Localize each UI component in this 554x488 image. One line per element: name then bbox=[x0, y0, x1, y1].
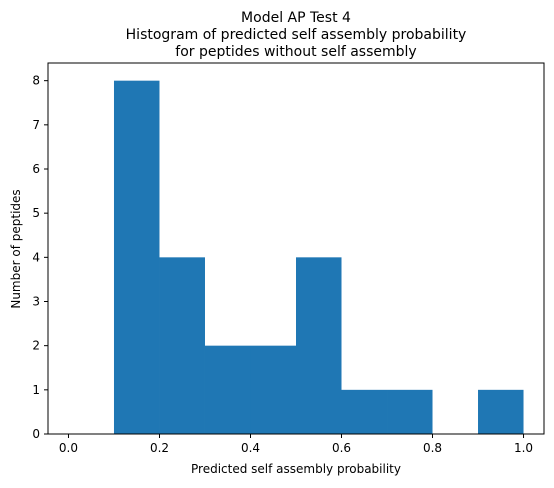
histogram-bar bbox=[204, 345, 251, 434]
chart-title-line: Model AP Test 4 bbox=[241, 10, 351, 26]
x-axis-ticks: 0.0 0.2 0.4 0.6 0.8 1.0 bbox=[59, 434, 533, 455]
bars-group bbox=[113, 80, 524, 435]
x-tick-label: 0.2 bbox=[150, 441, 169, 455]
y-tick-label: 5 bbox=[32, 206, 40, 220]
y-tick-label: 2 bbox=[32, 339, 40, 353]
x-tick-label: 0.8 bbox=[423, 441, 442, 455]
y-tick-label: 0 bbox=[32, 427, 40, 441]
y-tick-label: 3 bbox=[32, 295, 40, 309]
y-tick-label: 4 bbox=[32, 250, 40, 264]
chart-title-line: Histogram of predicted self assembly pro… bbox=[126, 27, 467, 43]
histogram-bar bbox=[341, 389, 388, 434]
x-tick-label: 0.6 bbox=[332, 441, 351, 455]
y-tick-label: 6 bbox=[32, 162, 40, 176]
x-tick-label: 1.0 bbox=[514, 441, 533, 455]
x-tick-label: 0.0 bbox=[59, 441, 78, 455]
x-tick-label: 0.4 bbox=[241, 441, 260, 455]
histogram-bar bbox=[250, 345, 296, 434]
plot-frame bbox=[47, 62, 545, 435]
y-tick-label: 8 bbox=[32, 74, 40, 88]
y-tick-label: 1 bbox=[32, 383, 40, 397]
y-axis-ticks: 0 1 2 3 4 5 6 7 8 bbox=[32, 74, 48, 441]
y-tick-label: 7 bbox=[32, 118, 40, 132]
histogram-bar bbox=[159, 257, 205, 434]
histogram-bar bbox=[296, 257, 342, 434]
y-axis-label: Number of peptides bbox=[9, 189, 23, 308]
x-axis-label: Predicted self assembly probability bbox=[191, 462, 401, 476]
histogram-bar bbox=[387, 389, 433, 434]
histogram-bar bbox=[113, 80, 160, 435]
chart-title-line: for peptides without self assembly bbox=[175, 44, 416, 60]
histogram-bar bbox=[478, 389, 524, 434]
